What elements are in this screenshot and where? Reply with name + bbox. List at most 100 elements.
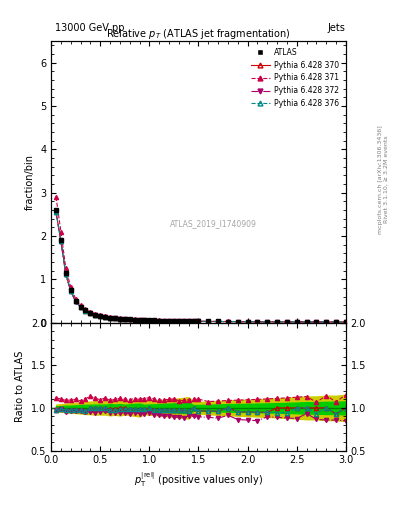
- Pythia 6.428 371: [162, 317, 167, 324]
- Pythia 6.428 376: [265, 318, 270, 325]
- Pythia 6.428 376: [98, 313, 103, 319]
- Pythia 6.428 370: [108, 314, 112, 321]
- Pythia 6.428 370: [196, 318, 201, 325]
- Pythia 6.428 376: [196, 318, 201, 325]
- X-axis label: $p_{\mathrm{T}}^{|\mathrm{rel}|}$ (positive values only): $p_{\mathrm{T}}^{|\mathrm{rel}|}$ (posit…: [134, 471, 263, 489]
- Pythia 6.428 372: [53, 209, 59, 215]
- Pythia 6.428 371: [132, 316, 137, 323]
- Pythia 6.428 370: [78, 304, 83, 310]
- Pythia 6.428 371: [118, 315, 122, 322]
- ATLAS: [182, 318, 186, 324]
- Pythia 6.428 371: [88, 309, 93, 315]
- Pythia 6.428 372: [157, 318, 162, 324]
- Pythia 6.428 371: [206, 318, 211, 325]
- ATLAS: [196, 318, 201, 325]
- Pythia 6.428 376: [226, 318, 230, 325]
- Pythia 6.428 370: [73, 298, 78, 305]
- Pythia 6.428 376: [343, 319, 348, 325]
- Pythia 6.428 376: [59, 238, 63, 244]
- Pythia 6.428 370: [245, 318, 250, 325]
- ATLAS: [68, 287, 73, 293]
- Pythia 6.428 371: [285, 318, 289, 325]
- Pythia 6.428 376: [255, 318, 260, 325]
- Pythia 6.428 371: [334, 319, 338, 325]
- Pythia 6.428 370: [235, 318, 240, 325]
- ATLAS: [265, 318, 270, 325]
- Pythia 6.428 376: [142, 317, 147, 323]
- Text: Rivet 3.1.10, ≥ 3.2M events: Rivet 3.1.10, ≥ 3.2M events: [384, 135, 389, 223]
- Pythia 6.428 370: [324, 319, 329, 325]
- Pythia 6.428 370: [98, 313, 103, 319]
- Pythia 6.428 370: [93, 312, 98, 318]
- Pythia 6.428 370: [172, 318, 176, 324]
- Pythia 6.428 370: [64, 271, 68, 277]
- ATLAS: [294, 319, 299, 325]
- Pythia 6.428 372: [98, 313, 103, 319]
- ATLAS: [93, 312, 98, 318]
- ATLAS: [275, 318, 279, 325]
- Pythia 6.428 371: [152, 317, 156, 324]
- Line: Pythia 6.428 371: Pythia 6.428 371: [54, 195, 348, 324]
- Pythia 6.428 371: [304, 319, 309, 325]
- Pythia 6.428 372: [294, 319, 299, 325]
- ATLAS: [285, 319, 289, 325]
- Pythia 6.428 370: [216, 318, 220, 325]
- Pythia 6.428 370: [285, 319, 289, 325]
- Pythia 6.428 372: [226, 318, 230, 325]
- Pythia 6.428 376: [123, 316, 127, 322]
- Y-axis label: Ratio to ATLAS: Ratio to ATLAS: [15, 351, 25, 422]
- Pythia 6.428 376: [275, 319, 279, 325]
- Y-axis label: fraction/bin: fraction/bin: [24, 154, 35, 210]
- Pythia 6.428 372: [83, 308, 88, 314]
- Pythia 6.428 370: [255, 318, 260, 325]
- Pythia 6.428 372: [172, 318, 176, 324]
- Pythia 6.428 372: [93, 312, 98, 318]
- Pythia 6.428 372: [304, 319, 309, 325]
- Pythia 6.428 370: [59, 238, 63, 244]
- Text: ATLAS_2019_I1740909: ATLAS_2019_I1740909: [170, 220, 257, 228]
- Pythia 6.428 371: [68, 284, 73, 290]
- ATLAS: [83, 307, 88, 313]
- Pythia 6.428 371: [73, 295, 78, 302]
- ATLAS: [147, 317, 152, 324]
- Pythia 6.428 372: [152, 317, 156, 324]
- Pythia 6.428 376: [93, 312, 98, 318]
- Pythia 6.428 370: [314, 319, 319, 325]
- Pythia 6.428 371: [113, 315, 118, 321]
- ATLAS: [176, 318, 181, 324]
- Pythia 6.428 370: [68, 288, 73, 294]
- Pythia 6.428 376: [191, 318, 196, 324]
- Pythia 6.428 371: [142, 317, 147, 323]
- ATLAS: [108, 314, 112, 321]
- ATLAS: [59, 237, 63, 243]
- Pythia 6.428 372: [68, 288, 73, 294]
- ATLAS: [137, 317, 142, 323]
- Pythia 6.428 372: [162, 318, 167, 324]
- Pythia 6.428 370: [275, 318, 279, 325]
- Pythia 6.428 376: [73, 298, 78, 305]
- Pythia 6.428 371: [137, 316, 142, 323]
- Pythia 6.428 376: [108, 315, 112, 321]
- Pythia 6.428 372: [206, 318, 211, 325]
- Pythia 6.428 372: [88, 310, 93, 316]
- Pythia 6.428 372: [64, 272, 68, 278]
- Pythia 6.428 372: [108, 315, 112, 321]
- Line: Pythia 6.428 372: Pythia 6.428 372: [54, 210, 348, 324]
- ATLAS: [314, 319, 319, 325]
- ATLAS: [118, 315, 122, 322]
- Pythia 6.428 370: [294, 319, 299, 325]
- Pythia 6.428 371: [226, 318, 230, 325]
- ATLAS: [334, 319, 338, 325]
- Pythia 6.428 370: [123, 316, 127, 322]
- ATLAS: [88, 310, 93, 316]
- ATLAS: [255, 318, 260, 325]
- Pythia 6.428 371: [172, 317, 176, 324]
- Pythia 6.428 376: [285, 319, 289, 325]
- Text: mcplots.cern.ch [arXiv:1306.3436]: mcplots.cern.ch [arXiv:1306.3436]: [378, 125, 383, 233]
- Pythia 6.428 371: [186, 318, 191, 324]
- Pythia 6.428 376: [152, 317, 156, 324]
- Pythia 6.428 370: [53, 209, 59, 215]
- Pythia 6.428 370: [186, 318, 191, 324]
- Pythia 6.428 372: [103, 314, 108, 320]
- Pythia 6.428 372: [127, 316, 132, 323]
